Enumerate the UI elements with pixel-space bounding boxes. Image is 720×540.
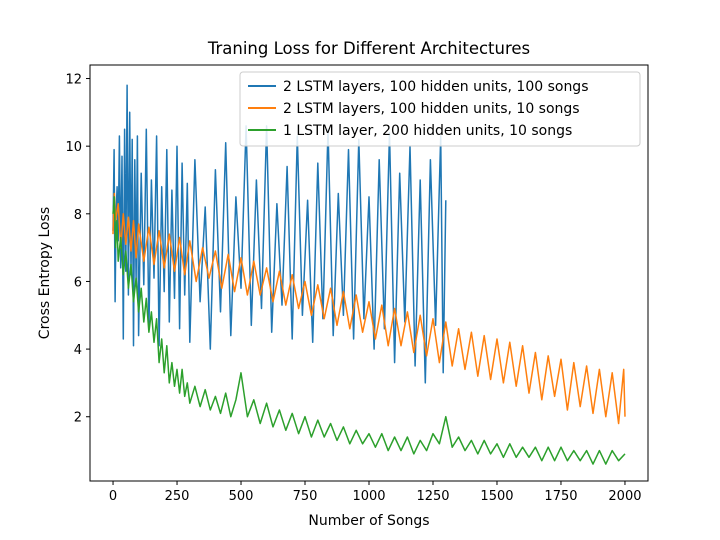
legend-item: 2 LSTM layers, 100 hidden units, 100 son… [248, 79, 589, 95]
x-tick-label: 1500 [480, 489, 513, 504]
x-tick-label: 1250 [416, 489, 449, 504]
x-tick-label: 2000 [608, 489, 641, 504]
y-tick-label: 12 [65, 73, 82, 88]
y-tick-label: 10 [65, 140, 82, 155]
x-axis: 0 250 500 750 1000 1250 1500 1750 2000 [109, 481, 642, 504]
y-axis: 2 4 6 8 10 12 [65, 73, 90, 426]
x-tick-label: 500 [229, 489, 254, 504]
legend-label: 2 LSTM layers, 100 hidden units, 10 song… [283, 101, 580, 117]
x-tick-label: 250 [165, 489, 190, 504]
plot-lines [112, 84, 626, 465]
x-tick-label: 1000 [352, 489, 385, 504]
legend-box [239, 71, 641, 147]
series-line [112, 192, 626, 425]
legend-label: 1 LSTM layer, 200 hidden units, 10 songs [283, 123, 572, 139]
y-tick-label: 2 [74, 411, 82, 426]
legend-item: 1 LSTM layer, 200 hidden units, 10 songs [248, 123, 572, 139]
x-axis-label: Number of Songs [308, 513, 429, 529]
x-tick-label: 1750 [544, 489, 577, 504]
x-tick-label: 0 [109, 489, 117, 504]
x-tick-label: 750 [293, 489, 318, 504]
y-axis-label: Cross Entropy Loss [37, 207, 53, 339]
y-tick-label: 4 [74, 343, 82, 358]
y-tick-label: 6 [74, 275, 82, 290]
legend: 2 LSTM layers, 100 hidden units, 100 son… [239, 71, 641, 147]
legend-item: 2 LSTM layers, 100 hidden units, 10 song… [248, 101, 580, 117]
series-line [112, 84, 447, 384]
series-line [112, 196, 626, 465]
legend-label: 2 LSTM layers, 100 hidden units, 100 son… [283, 79, 589, 95]
chart-title: Traning Loss for Different Architectures [207, 39, 530, 58]
y-tick-label: 8 [74, 208, 82, 223]
